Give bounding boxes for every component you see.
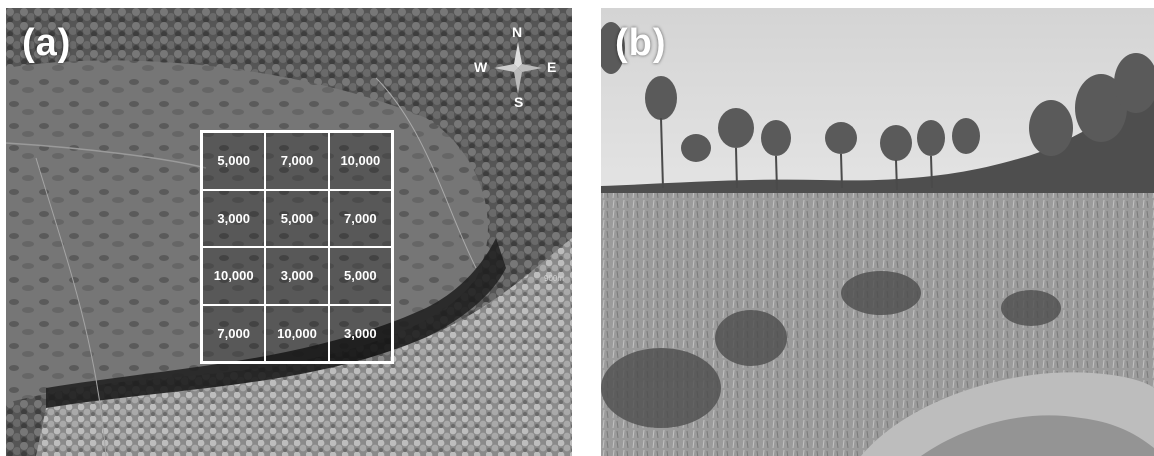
compass-north-label: N <box>512 24 523 40</box>
plot-cell: 10,000 <box>202 247 266 305</box>
plot-cell: 5,000 <box>265 189 329 247</box>
compass-east-label: E <box>547 59 557 75</box>
plot-cell: 7,000 <box>202 304 266 362</box>
plot-cell: 10,000 <box>265 304 329 362</box>
plot-cell: 3,000 <box>328 304 392 362</box>
compass-west-label: W <box>474 59 488 75</box>
panel-label-a: (a) <box>22 22 72 64</box>
plot-grid: 5,000 7,000 10,000 3,000 5,000 7,000 10,… <box>200 130 394 364</box>
plot-cell: 10,000 <box>328 132 392 190</box>
aerial-photo <box>6 8 572 456</box>
plot-cell: 5,000 <box>328 247 392 305</box>
plot-cell: 7,000 <box>328 189 392 247</box>
compass-rose-icon: N S E W <box>474 24 560 110</box>
plot-cell: 5,000 <box>202 132 266 190</box>
aerial-photo-panel: (a) N S E W 900m 5,000 7,000 10,000 3,00… <box>6 8 572 456</box>
field-photo <box>601 8 1154 456</box>
compass-south-label: S <box>514 94 524 110</box>
plot-cell: 3,000 <box>202 189 266 247</box>
field-photo-panel: (b) <box>601 8 1154 456</box>
plot-cell: 7,000 <box>265 132 329 190</box>
panel-label-b: (b) <box>615 22 667 64</box>
plot-cell: 3,000 <box>265 247 329 305</box>
scale-mark: 900m <box>544 274 565 283</box>
